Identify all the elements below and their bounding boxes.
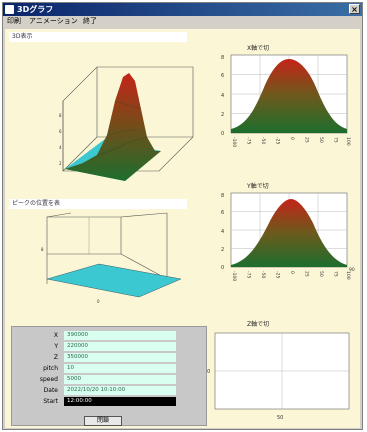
peak3d-label: ピークの位置を表 <box>9 199 187 209</box>
chart-top-title: X軸で切 <box>247 45 270 52</box>
peak3d-plot: 8 0 <box>41 212 182 304</box>
info-row-y: Y 220000 <box>12 341 208 352</box>
surface3d-label: 3D表示 <box>9 32 187 42</box>
chart-top-xtick: -50 <box>260 137 266 144</box>
chart-top-ytick-4: 4 <box>221 93 224 99</box>
svg-text:2: 2 <box>59 161 62 166</box>
chart-top-xtick: 25 <box>304 137 310 143</box>
chart-mid-title: Y軸で切 <box>247 183 269 190</box>
menu-bar: 印刷 アニメーション 終了 <box>3 16 362 27</box>
info-row-pitch: pitch 10 <box>12 363 208 374</box>
speed-value-field: 5000 <box>64 375 176 384</box>
chart-top-ytick-0: 0 <box>221 131 224 137</box>
chart-mid-xtick: -50 <box>260 271 266 278</box>
chart-mid-ytick-6: 6 <box>221 210 224 216</box>
chart-mid-xtick: 75 <box>333 271 339 277</box>
menu-print[interactable]: 印刷 <box>7 17 21 25</box>
start-value-field: 12:00:00 <box>64 397 176 406</box>
info-row-x: X 390000 <box>12 330 208 341</box>
y-value-field: 220000 <box>64 342 176 351</box>
chart-top-xtick: 75 <box>333 137 339 143</box>
info-row-start: Start 12:00:00 <box>12 396 208 407</box>
chart-bottom-ylabel: 50 <box>204 369 210 375</box>
date-value-field: 2022/10/20 10:10:00 <box>64 386 176 395</box>
close-button[interactable]: 閉鎖 <box>84 416 122 426</box>
menu-animation[interactable]: アニメーション <box>29 17 78 25</box>
surface3d-plot: 8 6 4 2 <box>59 66 194 181</box>
chart-mid-end-label: 90 <box>349 267 355 273</box>
chart-top-xtick: -25 <box>275 137 281 144</box>
chart-bottom-plot: 50 50 <box>204 332 350 421</box>
chart-mid-ytick-8: 8 <box>221 193 224 199</box>
info-panel: X 390000 Y 220000 Z 350000 pitch 10 spee… <box>11 326 207 426</box>
pitch-value-field: 10 <box>64 364 176 373</box>
svg-text:4: 4 <box>59 145 62 150</box>
info-row-speed: speed 5000 <box>12 374 208 385</box>
client-area: 3D表示 8 6 4 2 ピークの位置を表 <box>5 29 360 428</box>
chart-top-xtick: 50 <box>318 137 324 143</box>
z-value-field: 350000 <box>64 353 176 362</box>
title-bar: 3Dグラフ × <box>3 3 362 16</box>
chart-top-xtick: 100 <box>345 137 351 146</box>
chart-mid-xtick: -100 <box>231 271 237 281</box>
chart-mid-plot: 8 6 4 2 0 -100 -75 -50 -25 0 25 50 75 10… <box>221 192 355 281</box>
chart-top-ytick-8: 8 <box>221 55 224 61</box>
chart-bottom-xlabel: 50 <box>277 415 283 421</box>
window-title: 3Dグラフ <box>17 5 54 14</box>
chart-top-xtick: 0 <box>289 137 295 140</box>
chart-top-xtick: -100 <box>231 137 237 147</box>
chart-mid-xtick: 50 <box>318 271 324 277</box>
chart-top-xtick: -75 <box>246 137 252 144</box>
x-value-field: 390000 <box>64 331 176 340</box>
chart-mid-xtick: -75 <box>246 271 252 278</box>
chart-top-plot: 8 6 4 2 0 -100 -75 -50 -25 0 25 50 75 10… <box>221 54 351 147</box>
svg-text:8: 8 <box>41 247 44 252</box>
chart-mid-ytick-2: 2 <box>221 247 224 253</box>
window-close-button[interactable]: × <box>349 4 360 14</box>
chart-mid-xtick: 25 <box>304 271 310 277</box>
svg-text:8: 8 <box>59 113 62 118</box>
info-row-date: Date 2022/10/20 10:10:00 <box>12 385 208 396</box>
menu-exit[interactable]: 終了 <box>83 17 97 25</box>
chart-mid-xtick: -25 <box>275 271 281 278</box>
svg-text:6: 6 <box>59 129 62 134</box>
info-row-z: Z 350000 <box>12 352 208 363</box>
chart-mid-xtick: 100 <box>345 271 351 280</box>
chart-top-ytick-6: 6 <box>221 73 224 79</box>
app-icon <box>5 5 14 14</box>
chart-top-ytick-2: 2 <box>221 112 224 118</box>
chart-bottom-title: Z軸で切 <box>247 321 270 328</box>
svg-text:0: 0 <box>97 299 100 304</box>
chart-mid-ytick-0: 0 <box>221 265 224 271</box>
chart-mid-xtick: 0 <box>289 271 295 274</box>
chart-mid-ytick-4: 4 <box>221 229 224 235</box>
app-window: 3Dグラフ × 印刷 アニメーション 終了 3D表示 8 6 4 <box>2 2 363 430</box>
